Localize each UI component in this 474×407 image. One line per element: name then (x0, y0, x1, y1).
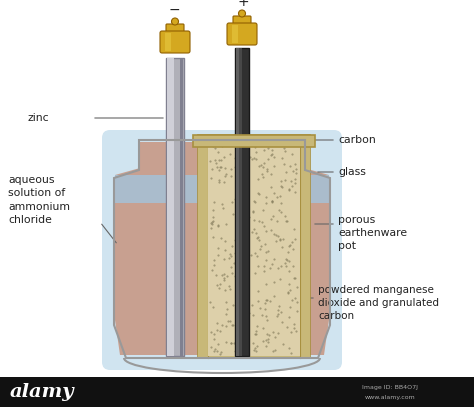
FancyBboxPatch shape (102, 130, 342, 370)
Bar (300, 135, 310, 358)
Circle shape (172, 18, 179, 25)
FancyBboxPatch shape (233, 16, 251, 26)
Bar (236, 48, 239, 356)
Bar (180, 58, 183, 356)
Bar (166, 58, 184, 356)
Text: zinc: zinc (28, 113, 50, 123)
Text: aqueous
solution of
ammonium
chloride: aqueous solution of ammonium chloride (8, 175, 70, 225)
Text: www.alamy.com: www.alamy.com (365, 394, 415, 400)
Text: −: − (168, 3, 180, 17)
Bar (167, 58, 174, 356)
Text: alamy: alamy (9, 383, 74, 401)
FancyBboxPatch shape (160, 31, 190, 53)
Text: carbon: carbon (338, 135, 376, 145)
Bar (232, 25, 238, 43)
Text: porous
earthenware
pot: porous earthenware pot (338, 215, 407, 252)
FancyBboxPatch shape (166, 24, 184, 34)
Text: +: + (237, 0, 249, 9)
Bar (198, 135, 310, 358)
Bar (165, 33, 171, 51)
Bar (198, 135, 208, 358)
Bar (193, 135, 315, 147)
Bar (115, 175, 329, 203)
Text: glass: glass (338, 167, 366, 177)
Bar (0, 377, 474, 407)
Bar (235, 48, 249, 356)
FancyBboxPatch shape (227, 23, 257, 45)
Bar (239, 48, 242, 356)
Circle shape (238, 10, 246, 17)
Polygon shape (115, 142, 329, 355)
Text: powdered manganese
dioxide and granulated
carbon: powdered manganese dioxide and granulate… (318, 285, 439, 322)
Text: Image ID: BB4O7J: Image ID: BB4O7J (362, 385, 418, 389)
Bar (208, 140, 300, 356)
